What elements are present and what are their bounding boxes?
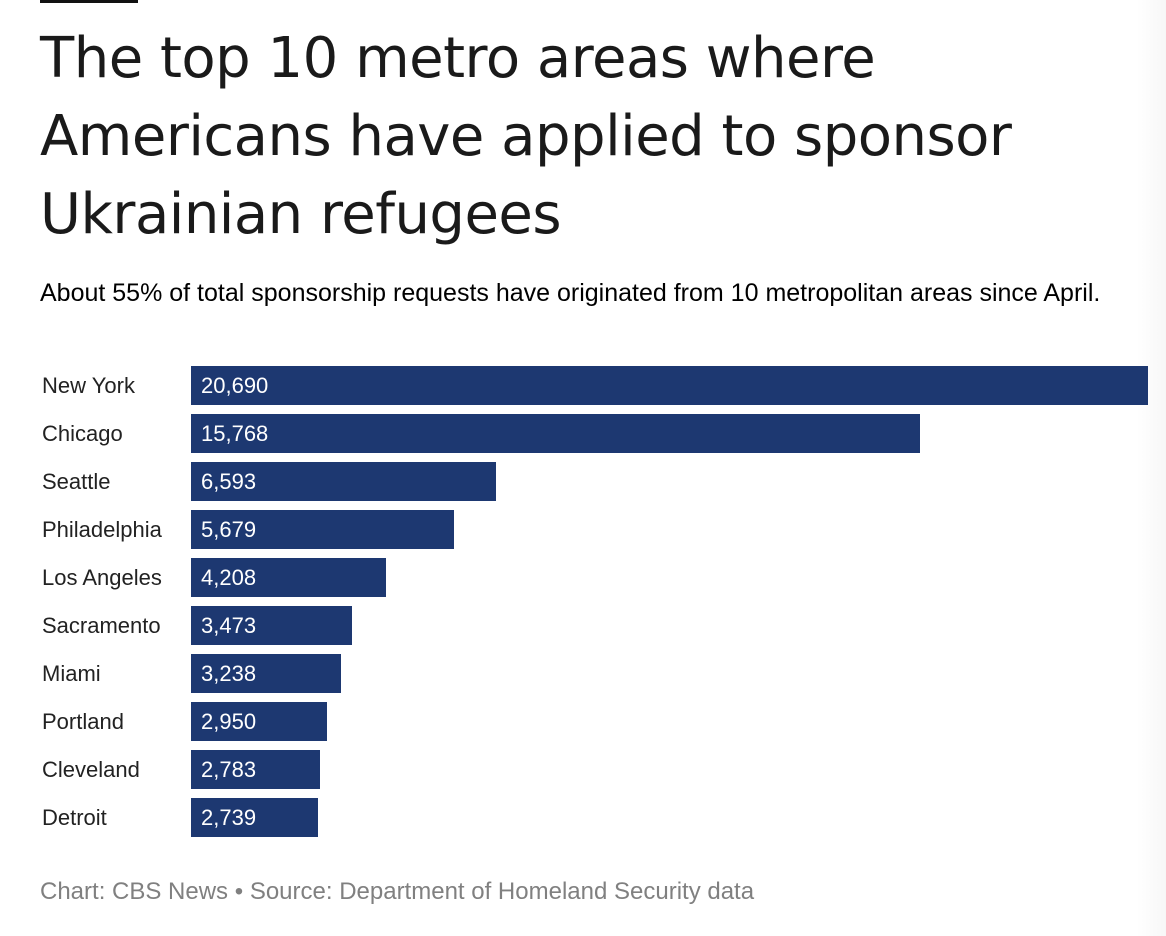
bar-value-label: 2,739: [201, 805, 257, 830]
bar: [191, 462, 496, 501]
footer-separator: •: [234, 878, 244, 905]
category-label: Sacramento: [42, 613, 161, 638]
bar-value-label: 3,238: [201, 661, 257, 686]
bar: [191, 558, 386, 597]
bar-row: Sacramento 3,473: [0, 606, 1166, 645]
bar: [191, 414, 920, 453]
bar-value-label: 6,593: [201, 469, 257, 494]
bar-value-label: 4,208: [201, 565, 257, 590]
bar-value-label: 2,950: [201, 709, 257, 734]
bar-row: Miami 3,238: [0, 654, 1166, 693]
category-label: Seattle: [42, 469, 111, 494]
chart-credit: Chart: CBS News: [40, 878, 229, 905]
bar: [191, 798, 318, 837]
bar: [191, 366, 1148, 405]
bar-value-label: 15,768: [201, 421, 269, 446]
bar: [191, 654, 341, 693]
category-label: Philadelphia: [42, 517, 162, 542]
bar-value-label: 20,690: [201, 373, 269, 398]
bar-row: Detroit 2,739: [0, 798, 1166, 837]
category-label: Chicago: [42, 421, 123, 446]
category-label: Miami: [42, 661, 101, 686]
chart-title: The top 10 metro areas where Americans h…: [40, 26, 1012, 247]
chart-footer: Chart: CBS News • Source: Department of …: [40, 878, 754, 906]
bar: [191, 750, 320, 789]
bar-row: Chicago 15,768: [0, 414, 1166, 453]
bar-value-label: 3,473: [201, 613, 257, 638]
category-label: Cleveland: [42, 757, 140, 782]
page-edge-shade: [1136, 0, 1166, 936]
bar: [191, 510, 454, 549]
category-label: New York: [42, 373, 135, 398]
category-label: Portland: [42, 709, 124, 734]
chart-subtitle: About 55% of total sponsorship requests …: [40, 279, 1101, 307]
bar-row: Los Angeles 4,208: [0, 558, 1166, 597]
bar-row: Portland 2,950: [0, 702, 1166, 741]
bar-row: New York 20,690: [0, 366, 1166, 405]
bar-row: Seattle 6,593: [0, 462, 1166, 501]
bar-row: Philadelphia 5,679: [0, 510, 1166, 549]
chart-source: Source: Department of Homeland Security …: [249, 878, 755, 905]
category-label: Los Angeles: [42, 565, 162, 590]
bar-row: Cleveland 2,783: [0, 750, 1166, 789]
bar: [191, 606, 352, 645]
top-rule: [40, 0, 138, 3]
bar-value-label: 5,679: [201, 517, 257, 542]
bar-value-label: 2,783: [201, 757, 257, 782]
bar: [191, 702, 327, 741]
category-label: Detroit: [42, 805, 107, 830]
